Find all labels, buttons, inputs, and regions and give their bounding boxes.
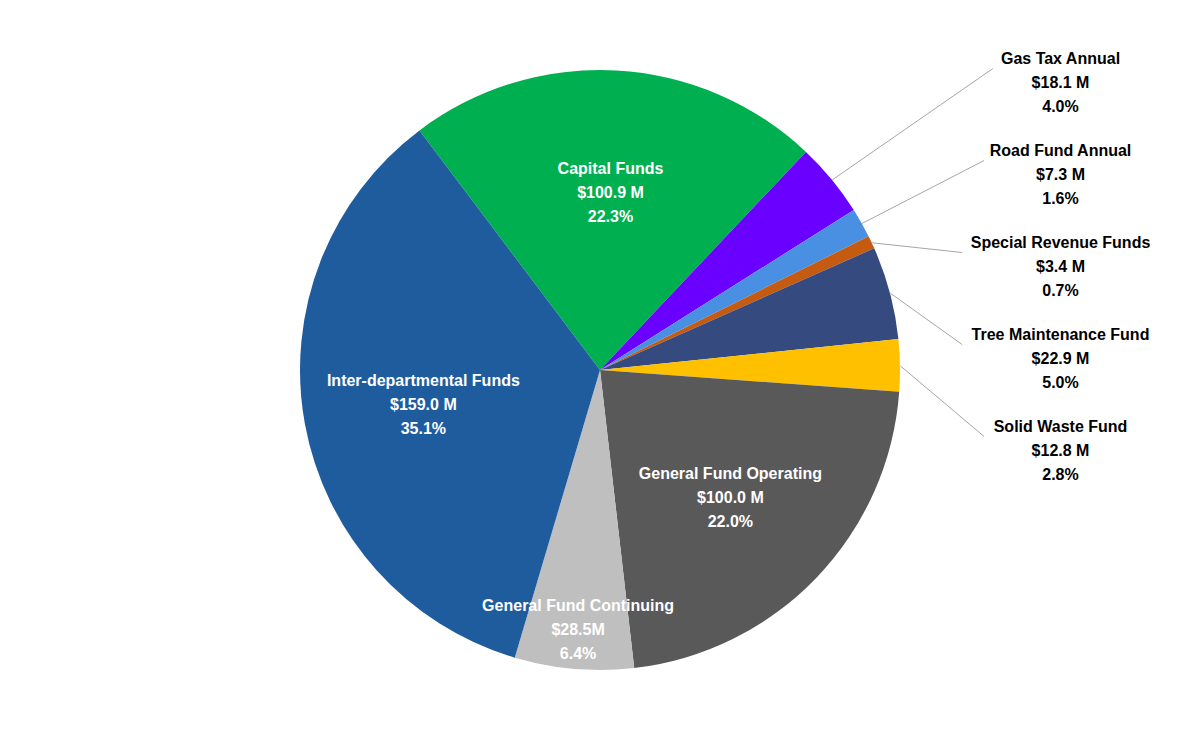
svg-text:Solid Waste Fund$12.8 M2.8%: Solid Waste Fund$12.8 M2.8% [994,418,1128,483]
svg-text:Road Fund Annual$7.3 M1.6%: Road Fund Annual$7.3 M1.6% [990,142,1132,207]
svg-text:Inter-departmental Funds$159.0: Inter-departmental Funds$159.0 M35.1% [327,372,520,437]
svg-text:General Fund Continuing$28.5M6: General Fund Continuing$28.5M6.4% [482,597,674,662]
svg-text:General Fund Operating$100.0 M: General Fund Operating$100.0 M22.0% [639,465,822,530]
svg-text:Special Revenue Funds$3.4 M0.7: Special Revenue Funds$3.4 M0.7% [971,234,1151,299]
svg-text:Capital Funds$100.9 M22.3%: Capital Funds$100.9 M22.3% [558,160,664,225]
svg-text:Gas Tax Annual$18.1 M4.0%: Gas Tax Annual$18.1 M4.0% [1001,50,1120,115]
svg-text:Tree Maintenance Fund$22.9 M5.: Tree Maintenance Fund$22.9 M5.0% [972,326,1150,391]
